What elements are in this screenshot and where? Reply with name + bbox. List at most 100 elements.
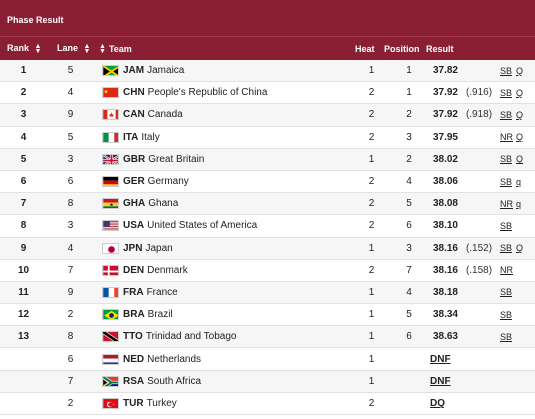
lane-cell: 7 bbox=[67, 375, 74, 387]
result-time: 37.92 bbox=[432, 87, 458, 99]
country-name: Turkey bbox=[146, 397, 177, 409]
rank-header[interactable]: Rank ▲ ▼ bbox=[0, 42, 52, 55]
team-cell[interactable]: FRA France bbox=[99, 286, 355, 298]
country-name: Canada bbox=[147, 109, 183, 121]
record-badge[interactable]: SB bbox=[500, 331, 513, 342]
team-cell[interactable]: USA United States of America bbox=[99, 220, 355, 232]
result-cell: 37.82 SB Q bbox=[426, 65, 535, 76]
qualification-badge[interactable]: Q bbox=[516, 109, 524, 120]
qualification-badge[interactable]: Q bbox=[516, 154, 524, 165]
team-cell[interactable]: CHN People's Republic of China bbox=[99, 87, 355, 99]
team-cell[interactable]: JAM Jamaica bbox=[99, 65, 355, 77]
country-code: ITA bbox=[123, 131, 139, 143]
rank-cell: 13 bbox=[17, 331, 30, 343]
position-cell: 1 bbox=[406, 87, 412, 99]
country-name: Trinidad and Tobago bbox=[145, 331, 237, 343]
position-cell: 5 bbox=[406, 309, 412, 321]
team-cell[interactable]: TTO Trinidad and Tobago bbox=[99, 331, 355, 343]
lane-cell: 6 bbox=[67, 353, 74, 365]
position-cell: 3 bbox=[406, 242, 412, 254]
country-name: South Africa bbox=[147, 375, 202, 387]
qualification-badge[interactable]: q bbox=[516, 176, 522, 187]
result-cell: 38.08 NR q bbox=[426, 198, 535, 209]
result-cell: 38.06 SB q bbox=[426, 176, 535, 187]
sort-icon[interactable]: ▲ ▼ bbox=[83, 42, 91, 55]
flag-gha-icon bbox=[102, 198, 119, 210]
result-header: Result bbox=[426, 43, 454, 54]
position-cell: 3 bbox=[406, 131, 412, 143]
lane-cell: 3 bbox=[67, 153, 74, 165]
lane-cell: 4 bbox=[67, 87, 74, 99]
result-time: 38.16 bbox=[432, 264, 458, 276]
team-cell[interactable]: NED Netherlands bbox=[99, 353, 355, 365]
country-name: Jamaica bbox=[147, 65, 185, 77]
team-cell[interactable]: BRA Brazil bbox=[99, 309, 355, 321]
team-cell[interactable]: DEN Denmark bbox=[99, 264, 355, 276]
lane-cell: 9 bbox=[67, 286, 74, 298]
country-name: United States of America bbox=[147, 220, 258, 232]
result-cell: 38.63 SB bbox=[426, 331, 535, 342]
status-badge[interactable]: DNF bbox=[430, 353, 451, 365]
lane-header[interactable]: Lane ▲ ▼ bbox=[52, 42, 99, 55]
table-row: 13 8 TTO Trinidad and Tobago 1 6 38.63 S… bbox=[0, 326, 535, 349]
record-badge[interactable]: SB bbox=[500, 65, 513, 76]
team-header[interactable]: ▲ ▼ Team bbox=[99, 42, 355, 55]
table-row: 7 RSA South Africa 1 DNF bbox=[0, 370, 535, 393]
record-badge[interactable]: SB bbox=[500, 154, 513, 165]
team-cell[interactable]: GBR Great Britain bbox=[99, 153, 355, 165]
flag-tur-icon bbox=[102, 397, 119, 409]
team-cell[interactable]: TUR Turkey bbox=[99, 397, 355, 409]
status-badge[interactable]: DNF bbox=[430, 375, 451, 387]
table-row: 6 6 GER Germany 2 4 38.06 SB q bbox=[0, 170, 535, 194]
position-cell: 1 bbox=[406, 65, 412, 77]
table-row: 11 9 FRA France 1 4 38.18 SB bbox=[0, 281, 535, 305]
tiebreak-time: (.158) bbox=[465, 264, 493, 276]
heat-cell: 2 bbox=[368, 131, 375, 143]
result-cell: DNF bbox=[426, 354, 535, 365]
heat-cell: 1 bbox=[368, 242, 375, 254]
qualification-badge[interactable]: Q bbox=[516, 87, 524, 98]
record-badge[interactable]: SB bbox=[500, 109, 513, 120]
table-row: 9 4 JPN Japan 1 3 38.16 (.152) SB Q bbox=[0, 237, 535, 260]
record-badge[interactable]: NR bbox=[500, 132, 513, 143]
team-cell[interactable]: GER Germany bbox=[99, 176, 355, 188]
qualification-badge[interactable]: q bbox=[516, 198, 522, 209]
qualification-badge[interactable]: Q bbox=[516, 132, 524, 143]
position-cell: 6 bbox=[406, 220, 412, 232]
table-row: 3 9 CAN Canada 2 2 37.92 (.918) SB Q bbox=[0, 104, 535, 127]
team-cell[interactable]: CAN Canada bbox=[99, 109, 355, 121]
result-cell: 37.95 NR Q bbox=[426, 132, 535, 143]
record-badge[interactable]: SB bbox=[500, 243, 513, 254]
team-cell[interactable]: JPN Japan bbox=[99, 242, 355, 254]
team-cell[interactable]: RSA South Africa bbox=[99, 375, 355, 387]
record-badge[interactable]: SB bbox=[500, 287, 513, 298]
record-badge[interactable]: SB bbox=[500, 87, 513, 98]
rank-cell: 9 bbox=[20, 242, 27, 254]
rank-cell: 2 bbox=[20, 87, 27, 99]
result-cell: 38.16 (.152) SB Q bbox=[426, 243, 535, 254]
record-badge[interactable]: NR bbox=[500, 198, 513, 209]
team-header-label: Team bbox=[108, 43, 132, 54]
record-badge[interactable]: SB bbox=[500, 309, 513, 320]
table-row: 4 5 ITA Italy 2 3 37.95 NR Q bbox=[0, 126, 535, 149]
heat-cell: 2 bbox=[368, 220, 375, 232]
status-badge[interactable]: DQ bbox=[430, 397, 445, 409]
qualification-badge[interactable]: Q bbox=[516, 65, 524, 76]
heat-cell: 1 bbox=[368, 375, 375, 387]
sort-icon[interactable]: ▲ ▼ bbox=[99, 42, 106, 55]
lane-cell: 9 bbox=[67, 109, 74, 121]
table-row: 7 8 GHA Ghana 2 5 38.08 NR q bbox=[0, 193, 535, 216]
team-cell[interactable]: GHA Ghana bbox=[99, 198, 355, 210]
result-time: 38.63 bbox=[432, 331, 458, 343]
country-name: Japan bbox=[145, 242, 173, 254]
table-body: 1 5 JAM Jamaica 1 1 37.82 SB Q 2 4 CHN P… bbox=[0, 60, 535, 415]
team-cell[interactable]: ITA Italy bbox=[99, 131, 355, 143]
record-badge[interactable]: SB bbox=[500, 220, 513, 231]
flag-gbr-icon bbox=[102, 153, 119, 165]
heat-cell: 1 bbox=[368, 309, 375, 321]
record-badge[interactable]: SB bbox=[500, 176, 513, 187]
flag-ger-icon bbox=[102, 176, 119, 188]
record-badge[interactable]: NR bbox=[500, 265, 513, 276]
sort-icon[interactable]: ▲ ▼ bbox=[34, 42, 42, 55]
qualification-badge[interactable]: Q bbox=[516, 243, 524, 254]
